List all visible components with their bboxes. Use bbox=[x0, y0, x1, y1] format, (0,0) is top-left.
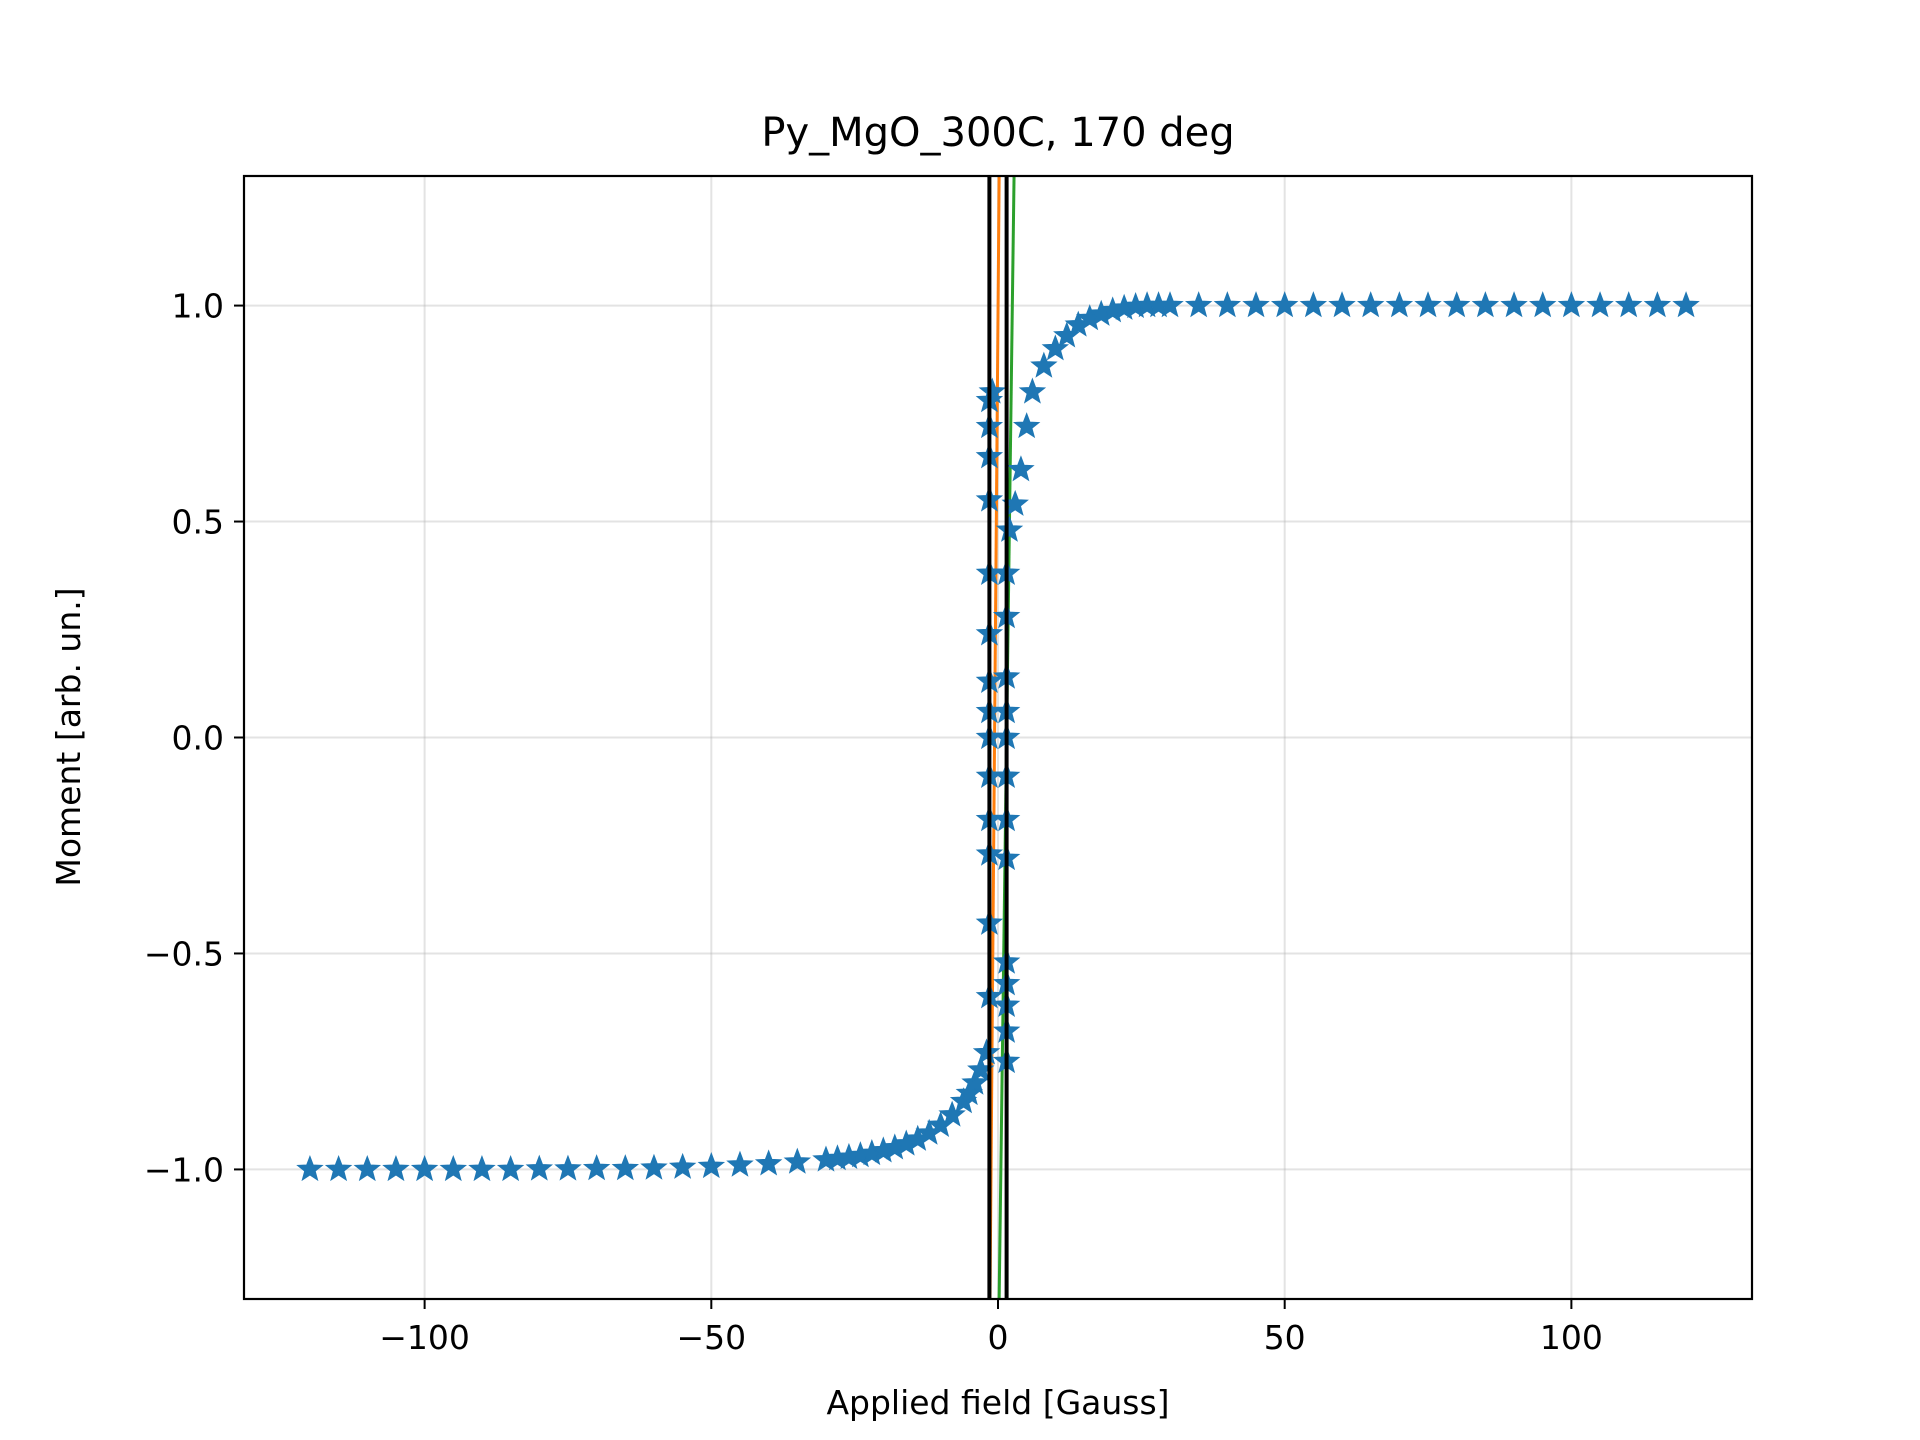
data-point-star bbox=[410, 1155, 439, 1182]
grid-lines bbox=[244, 176, 1752, 1299]
y-tick-label: −1.0 bbox=[144, 1150, 224, 1189]
data-point-star bbox=[754, 1149, 783, 1176]
data-point-star bbox=[1213, 291, 1242, 318]
data-point-star bbox=[783, 1147, 812, 1174]
x-axis-label: Applied field [Gauss] bbox=[826, 1383, 1169, 1422]
data-point-star bbox=[1471, 291, 1500, 318]
data-point-star bbox=[439, 1155, 467, 1182]
y-tick-label: 1.0 bbox=[172, 287, 224, 326]
data-point-star bbox=[1018, 377, 1047, 404]
data-point-star bbox=[1328, 291, 1356, 318]
data-point-star bbox=[1270, 291, 1299, 318]
data-point-star bbox=[1672, 291, 1700, 318]
x-tick-label: 0 bbox=[988, 1318, 1009, 1357]
x-tick-label: −50 bbox=[676, 1318, 746, 1357]
data-point-star bbox=[938, 1100, 966, 1127]
data-point-star bbox=[1356, 291, 1385, 318]
data-point-star bbox=[1299, 291, 1328, 318]
data-point-star bbox=[1385, 291, 1414, 318]
data-point-star bbox=[697, 1151, 726, 1179]
data-point-star bbox=[640, 1153, 668, 1180]
data-point-star bbox=[1643, 291, 1672, 318]
data-point-star bbox=[978, 377, 1006, 404]
data-point-star bbox=[554, 1154, 582, 1181]
data-point-star bbox=[1414, 291, 1442, 318]
data-point-star bbox=[496, 1155, 525, 1182]
data-point-star bbox=[525, 1154, 554, 1181]
data-point-star bbox=[995, 515, 1024, 542]
x-tick-label: 100 bbox=[1540, 1318, 1603, 1357]
data-point-star bbox=[1030, 351, 1058, 378]
data-point-star bbox=[1007, 455, 1035, 482]
data-point-star bbox=[1586, 291, 1614, 318]
x-tick-label: 50 bbox=[1264, 1318, 1306, 1357]
x-axis-ticks: −100 −50 0 50 100 bbox=[379, 1299, 1603, 1357]
data-point-star bbox=[582, 1154, 611, 1181]
data-point-star bbox=[1242, 291, 1270, 318]
y-axis-ticks: −1.0 −0.5 0.0 0.5 1.0 bbox=[144, 287, 244, 1189]
data-point-star bbox=[468, 1155, 496, 1182]
data-points bbox=[296, 291, 1700, 1182]
y-tick-label: 0.5 bbox=[172, 503, 224, 542]
chart-title: Py_MgO_300C, 170 deg bbox=[761, 110, 1234, 156]
data-point-star bbox=[972, 1038, 1001, 1065]
data-point-star bbox=[1500, 291, 1528, 318]
data-point-star bbox=[353, 1155, 381, 1182]
black-vertical-lines bbox=[987, 176, 1009, 1299]
data-point-star bbox=[668, 1152, 697, 1179]
data-point-star bbox=[611, 1154, 640, 1181]
data-point-star bbox=[726, 1150, 754, 1177]
data-point-star bbox=[324, 1155, 353, 1182]
data-point-star bbox=[1156, 291, 1184, 318]
data-point-star bbox=[1615, 291, 1643, 318]
y-axis-label: Moment [arb. un.] bbox=[49, 587, 88, 886]
data-point-star bbox=[1012, 412, 1041, 439]
data-point-star bbox=[1529, 291, 1557, 318]
y-tick-label: 0.0 bbox=[172, 719, 224, 758]
data-point-star bbox=[961, 1068, 989, 1095]
x-tick-label: −100 bbox=[379, 1318, 470, 1357]
y-tick-label: −0.5 bbox=[144, 934, 224, 973]
data-point-star bbox=[296, 1155, 324, 1182]
data-point-star bbox=[1557, 291, 1586, 318]
data-point-star bbox=[1041, 334, 1070, 361]
data-point-star bbox=[1442, 291, 1471, 318]
data-point-star bbox=[1184, 291, 1213, 318]
data-point-star bbox=[382, 1155, 410, 1182]
